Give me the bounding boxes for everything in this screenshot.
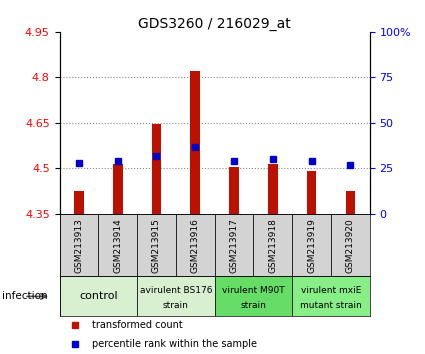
Bar [229, 167, 239, 214]
Bar [60, 276, 137, 316]
Text: transformed count: transformed count [92, 320, 183, 330]
Text: GSM213920: GSM213920 [346, 218, 355, 273]
Text: avirulent BS176: avirulent BS176 [139, 286, 212, 295]
Text: GSM213919: GSM213919 [307, 218, 316, 273]
Bar [152, 124, 162, 214]
Text: GSM213914: GSM213914 [113, 218, 122, 273]
Text: GSM213918: GSM213918 [268, 218, 277, 273]
Text: strain: strain [241, 301, 266, 310]
Bar [137, 276, 215, 316]
Bar [307, 171, 317, 214]
Bar [137, 214, 176, 276]
Text: GSM213916: GSM213916 [191, 218, 200, 273]
Text: GSM213915: GSM213915 [152, 218, 161, 273]
Text: strain: strain [163, 301, 189, 310]
Bar [113, 164, 122, 214]
Bar [346, 191, 355, 214]
Bar [292, 214, 331, 276]
Bar [190, 71, 200, 214]
Text: GSM213913: GSM213913 [74, 218, 83, 273]
Bar [331, 214, 370, 276]
Text: control: control [79, 291, 118, 301]
Bar [292, 276, 370, 316]
Bar [60, 214, 98, 276]
Text: virulent M90T: virulent M90T [222, 286, 285, 295]
Bar [268, 164, 278, 214]
Title: GDS3260 / 216029_at: GDS3260 / 216029_at [138, 17, 291, 31]
Text: GSM213917: GSM213917 [230, 218, 238, 273]
Text: percentile rank within the sample: percentile rank within the sample [92, 339, 257, 349]
Bar [215, 214, 253, 276]
Bar [215, 276, 292, 316]
Text: virulent mxiE: virulent mxiE [301, 286, 361, 295]
Text: mutant strain: mutant strain [300, 301, 362, 310]
Bar [98, 214, 137, 276]
Bar [74, 191, 84, 214]
Bar [253, 214, 292, 276]
Bar [176, 214, 215, 276]
Text: infection: infection [2, 291, 48, 301]
